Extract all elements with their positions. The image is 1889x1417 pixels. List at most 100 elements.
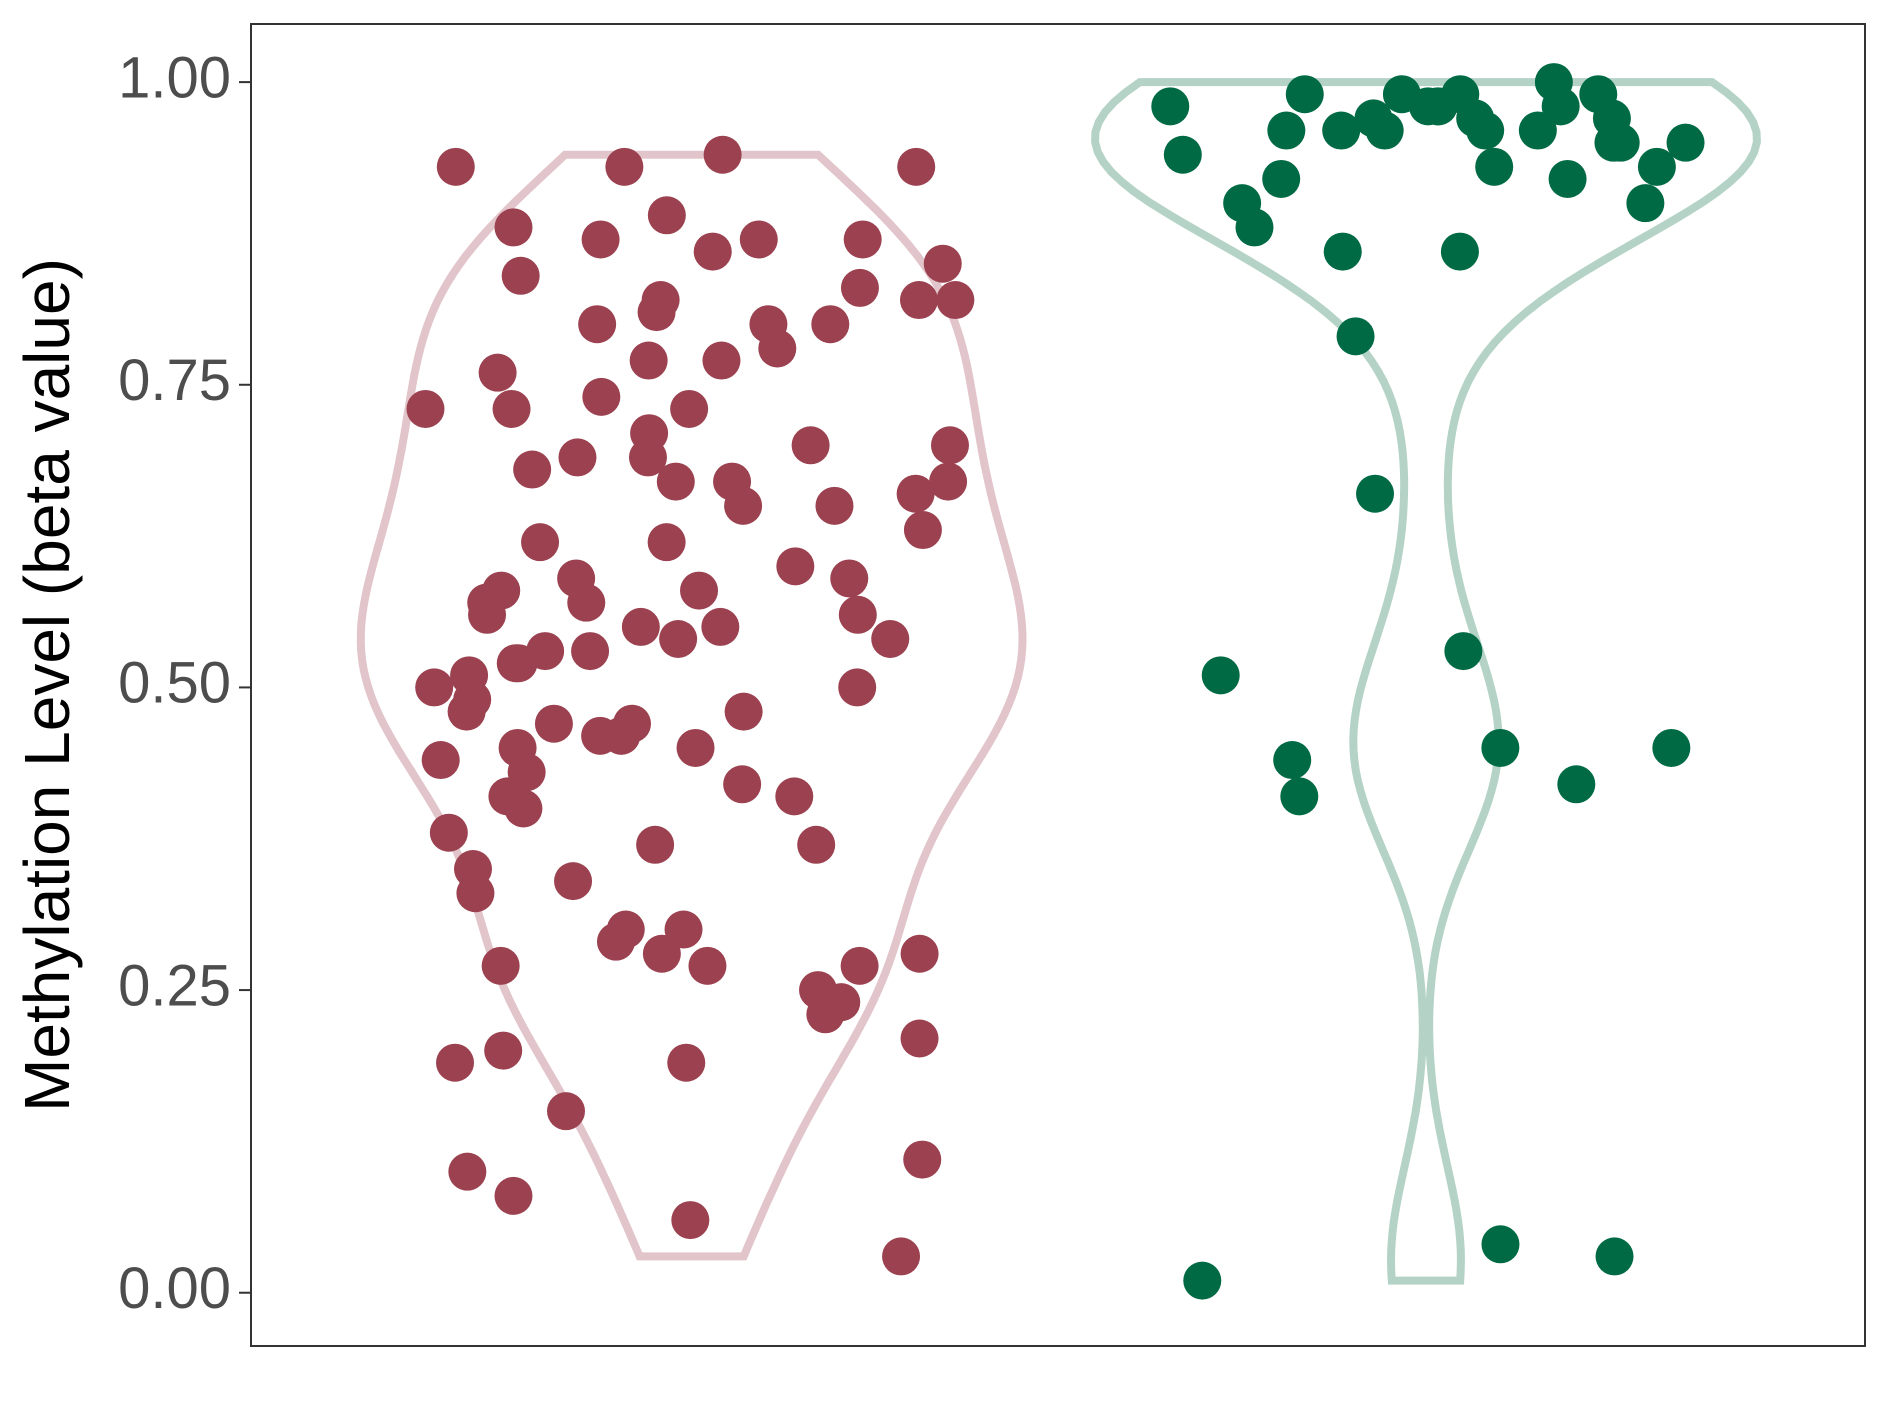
point bbox=[1285, 75, 1324, 114]
point bbox=[775, 777, 814, 816]
point bbox=[1267, 111, 1306, 150]
point bbox=[776, 547, 815, 586]
point bbox=[671, 1201, 710, 1240]
point bbox=[724, 692, 763, 731]
point bbox=[1163, 135, 1202, 174]
point bbox=[1518, 111, 1557, 150]
point bbox=[436, 147, 475, 186]
point bbox=[456, 874, 495, 913]
point bbox=[758, 329, 797, 368]
point bbox=[815, 486, 854, 525]
point bbox=[1183, 1261, 1222, 1300]
point bbox=[930, 426, 969, 465]
point bbox=[838, 595, 877, 634]
point bbox=[701, 607, 740, 646]
point bbox=[501, 256, 540, 295]
point bbox=[723, 765, 762, 804]
point bbox=[581, 220, 620, 259]
point bbox=[436, 1043, 475, 1082]
point bbox=[554, 862, 593, 901]
point bbox=[504, 789, 543, 828]
point bbox=[494, 1176, 533, 1215]
plot-frame bbox=[250, 23, 1866, 1347]
point bbox=[702, 341, 741, 380]
violin bbox=[1091, 78, 1761, 1285]
point bbox=[637, 293, 676, 332]
point bbox=[896, 474, 935, 513]
point bbox=[659, 619, 698, 658]
point bbox=[1481, 1225, 1520, 1264]
point bbox=[602, 716, 641, 755]
point bbox=[871, 619, 910, 658]
point bbox=[664, 910, 703, 949]
point bbox=[670, 389, 709, 428]
point bbox=[923, 244, 962, 283]
point bbox=[1356, 474, 1395, 513]
point bbox=[642, 934, 681, 973]
point bbox=[903, 1140, 942, 1179]
point bbox=[840, 268, 879, 307]
point bbox=[1466, 111, 1505, 150]
point bbox=[494, 208, 533, 247]
point bbox=[534, 704, 573, 743]
point bbox=[647, 523, 686, 562]
point bbox=[496, 644, 535, 683]
point bbox=[1273, 741, 1312, 780]
point bbox=[656, 462, 695, 501]
point bbox=[1444, 632, 1483, 671]
point bbox=[558, 438, 597, 477]
point bbox=[936, 281, 975, 320]
point bbox=[1475, 147, 1514, 186]
point bbox=[484, 1031, 523, 1070]
point bbox=[1280, 777, 1319, 816]
point bbox=[667, 1043, 706, 1082]
point bbox=[897, 147, 936, 186]
point bbox=[676, 728, 715, 767]
y-axis-title: Methylation Level (beta value) bbox=[11, 258, 83, 1112]
point bbox=[578, 305, 617, 344]
point bbox=[492, 389, 531, 428]
point bbox=[596, 922, 635, 961]
point bbox=[1594, 123, 1633, 162]
point bbox=[478, 353, 517, 392]
point bbox=[546, 1092, 585, 1131]
point bbox=[899, 281, 938, 320]
point bbox=[567, 583, 606, 622]
point bbox=[1548, 159, 1587, 198]
point bbox=[840, 946, 879, 985]
point bbox=[843, 220, 882, 259]
point bbox=[521, 523, 560, 562]
point bbox=[1637, 147, 1676, 186]
point bbox=[1336, 317, 1375, 356]
point bbox=[900, 934, 939, 973]
point bbox=[1557, 765, 1596, 804]
point bbox=[1652, 728, 1691, 767]
point bbox=[680, 571, 719, 610]
y-tick-label: 1.00 bbox=[118, 45, 231, 110]
point bbox=[903, 511, 942, 550]
point bbox=[882, 1237, 921, 1276]
point bbox=[628, 438, 667, 477]
point bbox=[688, 946, 727, 985]
point bbox=[791, 426, 830, 465]
point bbox=[605, 147, 644, 186]
y-tick-label: 0.25 bbox=[118, 953, 231, 1018]
point bbox=[811, 305, 850, 344]
point bbox=[448, 1152, 487, 1191]
point bbox=[724, 486, 763, 525]
point bbox=[415, 668, 454, 707]
point bbox=[621, 607, 660, 646]
point bbox=[1323, 232, 1362, 271]
point bbox=[1262, 159, 1301, 198]
point bbox=[1151, 87, 1190, 126]
y-tick-label: 0.00 bbox=[118, 1256, 231, 1321]
point bbox=[1440, 232, 1479, 271]
point bbox=[1201, 656, 1240, 695]
point bbox=[1666, 123, 1705, 162]
point bbox=[582, 377, 621, 416]
point bbox=[513, 450, 552, 489]
point bbox=[647, 196, 686, 235]
point bbox=[693, 232, 732, 271]
